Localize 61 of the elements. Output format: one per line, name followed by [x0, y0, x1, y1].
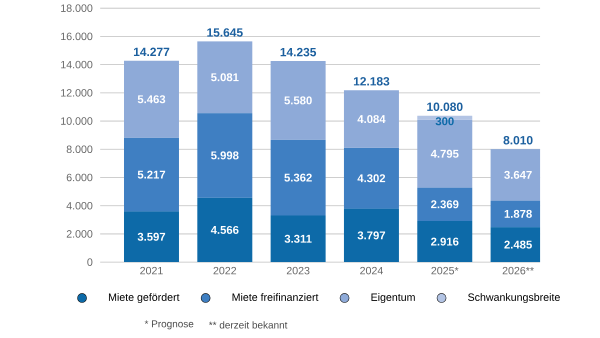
annotation: 10.080	[427, 102, 463, 111]
annotation: 14.235	[280, 48, 316, 56]
data-label: 3.797	[358, 231, 386, 240]
bar	[344, 208, 399, 262]
data-label: 5.463	[138, 95, 166, 104]
text: * Prognose	[144, 320, 194, 330]
x-tick-label: 2026**	[502, 266, 534, 274]
data-label: 5.362	[284, 174, 312, 182]
y-tick-label: 0	[87, 258, 92, 266]
text: ** derzeit bekannt	[208, 321, 288, 328]
y-tick-label: 10.000	[61, 117, 92, 125]
bar	[197, 113, 252, 198]
data-label: 4.084	[357, 115, 386, 123]
data-label: 3.597	[138, 232, 166, 241]
bar	[344, 148, 399, 209]
bar	[270, 140, 326, 216]
data-label: 5.217	[138, 170, 166, 179]
data-label: 5.580	[284, 96, 312, 104]
bar	[197, 41, 252, 114]
bar	[270, 60, 326, 140]
annotation: 15.645	[207, 28, 243, 37]
data-label: 2.916	[431, 238, 458, 246]
x-tick-label: 2023	[286, 266, 310, 274]
data-label: 1.878	[504, 210, 532, 218]
data-label: 300	[436, 117, 454, 126]
annotation: 12.183	[354, 77, 390, 86]
bar	[270, 215, 326, 262]
y-tick-label: 2.000	[66, 230, 92, 238]
data-label: 2.485	[504, 240, 532, 249]
y-tick-label: 14.000	[61, 60, 92, 68]
y-tick-label: 18.000	[61, 4, 92, 12]
data-label: 5.998	[211, 151, 239, 160]
data-label: 2.369	[431, 200, 458, 208]
bar	[417, 188, 472, 221]
x-tick-label: 2022	[214, 266, 236, 274]
legend-label: Miete freifinanziert	[232, 293, 318, 301]
data-label: 4.795	[430, 150, 459, 158]
bar	[124, 138, 179, 212]
bar	[417, 220, 472, 262]
data-label: 4.302	[357, 174, 386, 182]
data-label: 3.647	[504, 170, 532, 179]
bar	[124, 60, 179, 138]
y-tick-label: 6.000	[66, 174, 92, 182]
y-tick-label: 16.000	[61, 32, 92, 40]
y-tick-label: 8.000	[66, 145, 92, 153]
annotation: 8.010	[504, 136, 533, 144]
annotation: 14.277	[134, 48, 170, 56]
data-label: 3.311	[284, 234, 312, 243]
data-label: 5.081	[211, 73, 239, 82]
y-tick-label: 4.000	[66, 202, 92, 210]
y-tick-label: 12.000	[61, 89, 92, 97]
legend-label: Eigentum	[371, 293, 415, 303]
data-label: 4.566	[210, 226, 239, 234]
legend-label: Schwankungsbreite	[468, 293, 560, 303]
legend-label: Miete gefördert	[108, 293, 180, 303]
x-tick-label: 2024	[360, 266, 383, 274]
bar	[124, 211, 179, 262]
bar	[197, 198, 252, 262]
x-tick-label: 2021	[140, 266, 163, 274]
x-tick-label: 2025*	[431, 266, 458, 274]
bar	[344, 90, 399, 148]
